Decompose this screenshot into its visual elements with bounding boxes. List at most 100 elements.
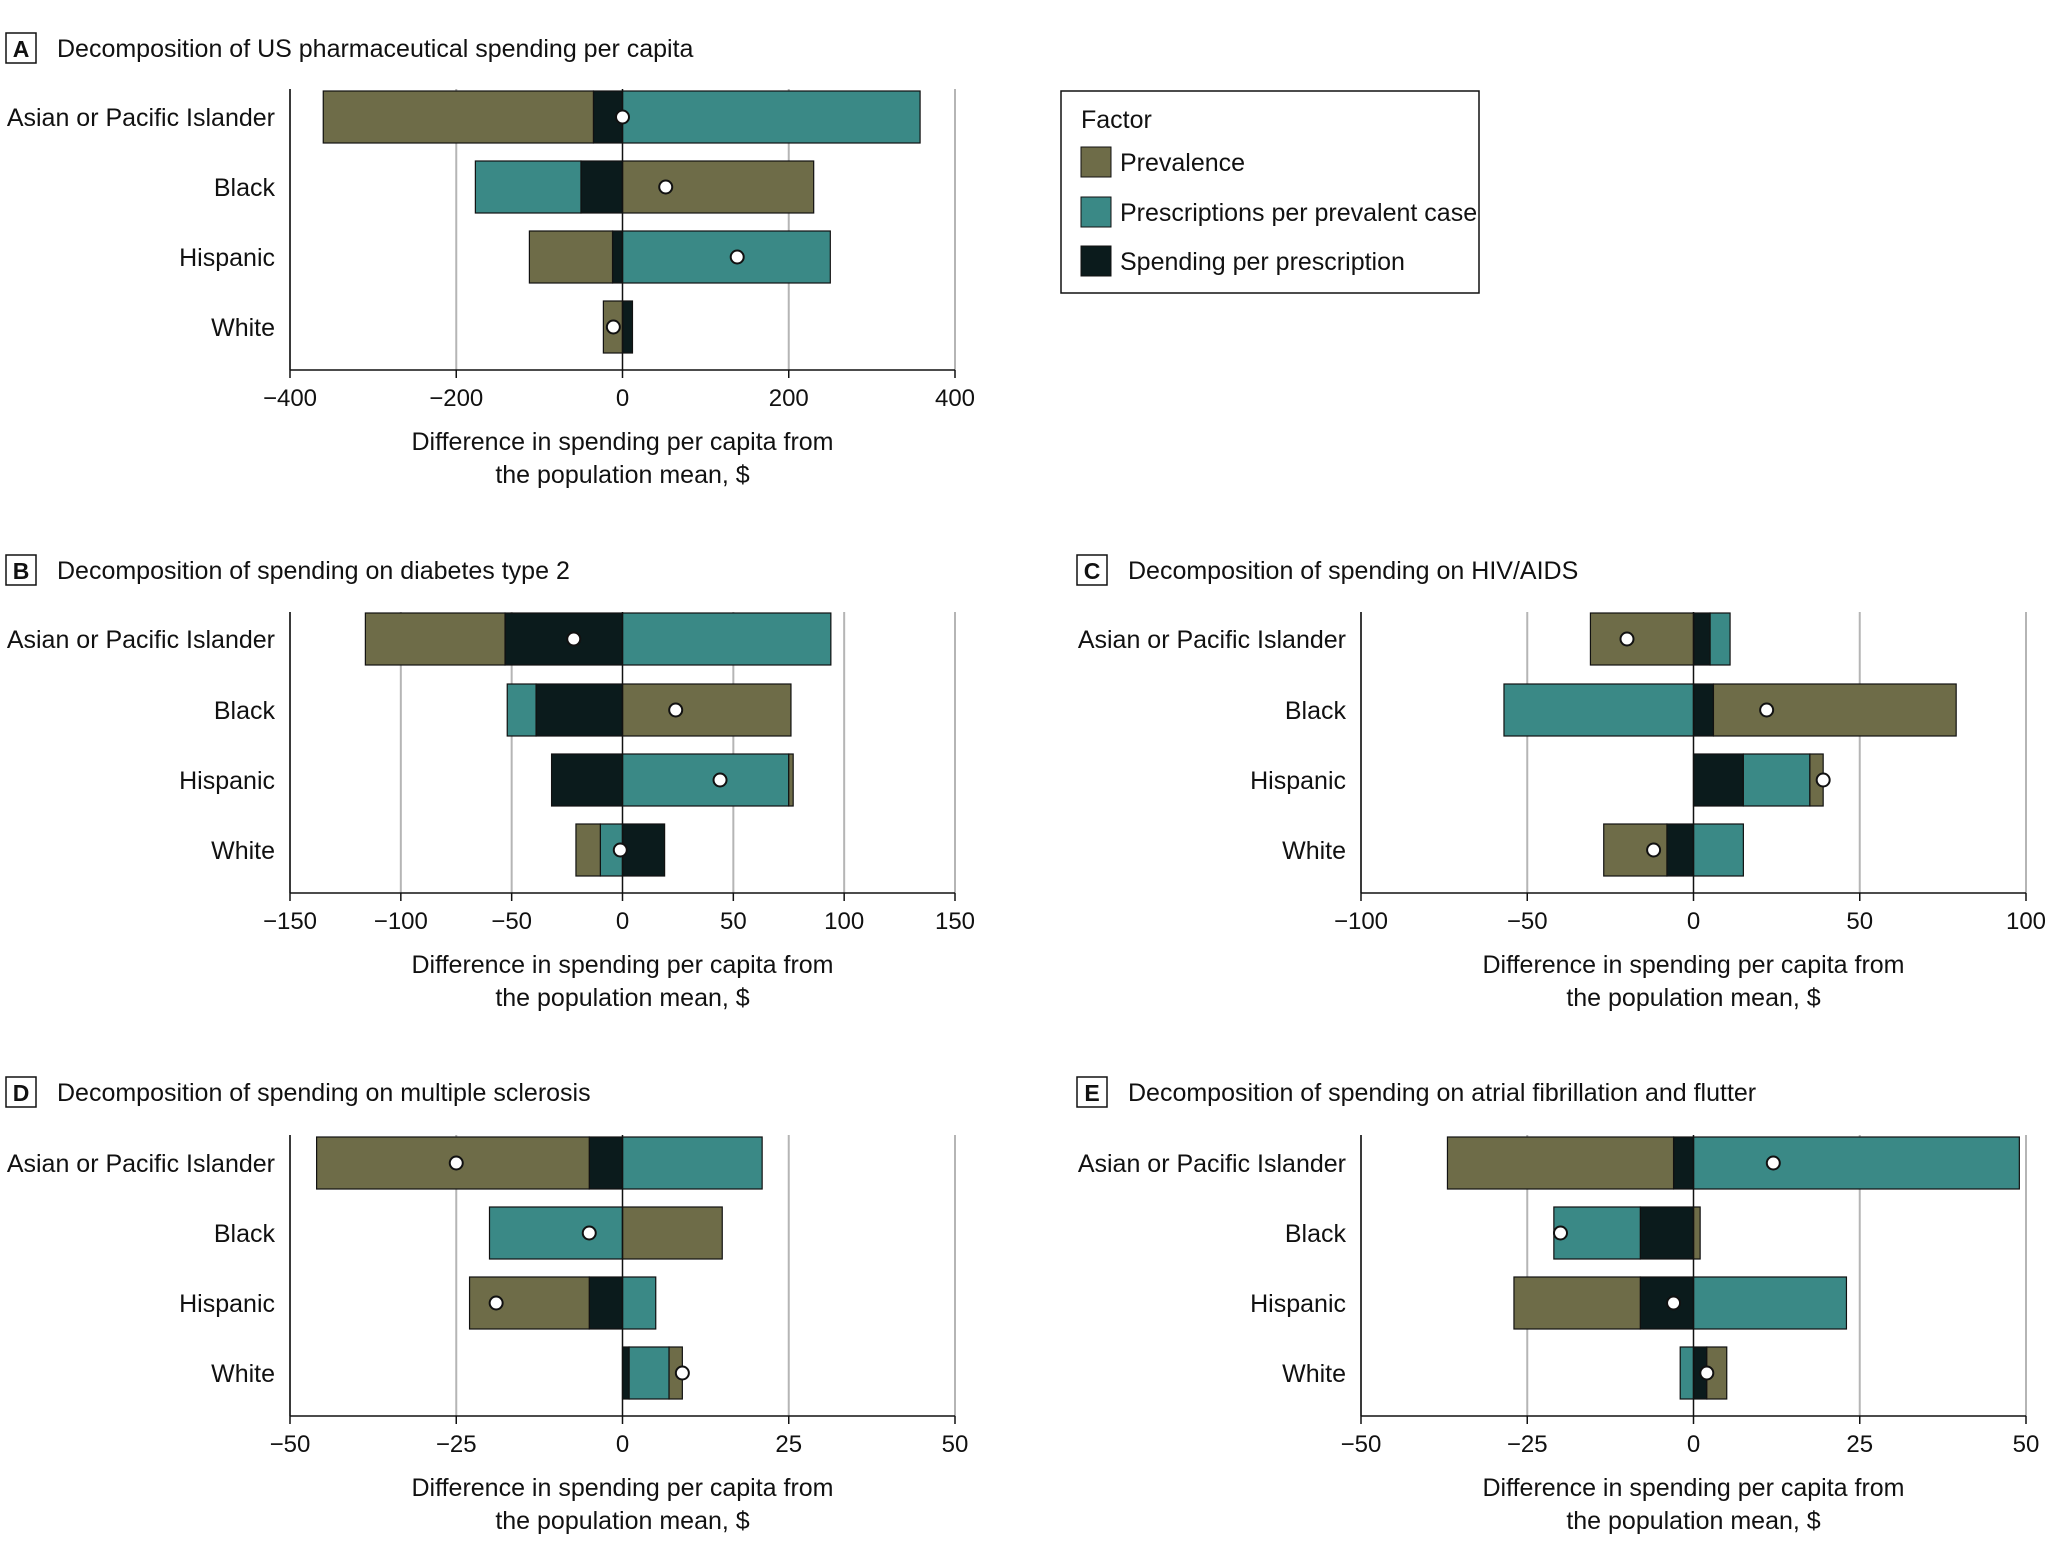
panel-e-bar-asian-or-pacific-islander-spending-per-prescription xyxy=(1672,1136,1695,1190)
panel-e-tick-label-50: 50 xyxy=(2013,1431,2040,1458)
panel-c-category-label-hispanic: Hispanic xyxy=(1250,767,1346,795)
panel-a-net-marker-asian-or-pacific-islander xyxy=(615,109,630,125)
panel-c-xlabel-line1: Difference in spending per capita from xyxy=(1483,951,1905,979)
panel-c-bar-black-prevalence xyxy=(1712,683,1957,737)
panel-e-bar-asian-or-pacific-islander-prevalence xyxy=(1446,1136,1675,1190)
panel-a: A Decomposition of US pharmaceutical spen… xyxy=(5,32,975,489)
panel-a-bar-asian-or-pacific-islander-prescriptions-per-prevalent-case xyxy=(621,90,921,144)
legend-title: Factor xyxy=(1081,106,1152,134)
panel-c: C Decomposition of spending on HIV/AIDS As… xyxy=(1076,554,2046,1012)
panel-a-letter: A xyxy=(13,36,30,62)
panel-e-xlabel-line1: Difference in spending per capita from xyxy=(1483,1474,1905,1502)
panel-c-tick-label-neg50: −50 xyxy=(1507,908,1548,935)
panel-c-bar-asian-or-pacific-islander-prevalence xyxy=(1589,612,1695,666)
legend-swatch-spending xyxy=(1080,245,1112,277)
legend-label-prevalence: Prevalence xyxy=(1120,149,1245,177)
panel-d-bar-asian-or-pacific-islander-prescriptions-per-prevalent-case xyxy=(621,1136,763,1190)
panel-b-bar-black-prevalence xyxy=(621,683,792,737)
panel-b-category-label-black: Black xyxy=(214,697,276,725)
panel-e-bar-black-prevalence xyxy=(1692,1206,1701,1260)
panel-a-bar-black-prescriptions-per-prevalent-case xyxy=(474,160,582,214)
legend-frame xyxy=(1060,90,1480,294)
panel-a-category-label-hispanic: Hispanic xyxy=(179,244,275,272)
panel-c-badge-box xyxy=(1076,554,1108,586)
panel-c-bar-asian-or-pacific-islander-prescriptions-per-prevalent-case xyxy=(1709,612,1731,666)
panel-d-net-marker-white xyxy=(674,1365,690,1381)
panel-d-bar-asian-or-pacific-islander-spending-per-prescription xyxy=(588,1136,624,1190)
panel-b-bar-white-prevalence xyxy=(575,823,601,877)
panel-a-bar-hispanic-spending-per-prescription xyxy=(611,230,624,284)
panel-e-net-marker-white xyxy=(1699,1365,1715,1381)
panel-b-tick-label-50: 50 xyxy=(720,908,747,935)
legend-swatch-prevalence xyxy=(1080,146,1112,178)
panel-c-bar-white-prescriptions-per-prevalent-case xyxy=(1692,823,1744,877)
panel-a-bar-black-prevalence xyxy=(621,160,815,214)
panel-b-bar-asian-or-pacific-islander-prevalence xyxy=(364,612,506,666)
panel-b-net-marker-asian-or-pacific-islander xyxy=(566,631,582,647)
panel-b-bar-hispanic-prescriptions-per-prevalent-case xyxy=(621,753,790,807)
panel-d-bar-hispanic-prescriptions-per-prevalent-case xyxy=(621,1276,657,1330)
panel-d: D Decomposition of spending on multiple s… xyxy=(5,1076,968,1535)
panel-e-tick-label-neg50: −50 xyxy=(1341,1431,1382,1458)
panel-e-bar-black-prescriptions-per-prevalent-case xyxy=(1553,1206,1641,1260)
panel-b-tick-label-150: 150 xyxy=(935,908,975,935)
panel-a-category-label-white: White xyxy=(211,314,275,342)
panel-c-bar-white-spending-per-prescription xyxy=(1666,823,1695,877)
panel-b-bar-hispanic-prevalence xyxy=(788,753,794,807)
panel-a-bar-hispanic-prescriptions-per-prevalent-case xyxy=(621,230,831,284)
legend-item-prescriptions: Prescriptions per prevalent case xyxy=(1080,196,1477,228)
panel-e-tick-label-25: 25 xyxy=(1846,1431,1873,1458)
panel-e-category-label-black: Black xyxy=(1285,1220,1347,1248)
panel-b-bar-asian-or-pacific-islander-spending-per-prescription xyxy=(504,612,624,666)
panel-e-net-marker-black xyxy=(1553,1225,1568,1241)
panel-a-category-label-black: Black xyxy=(214,174,276,202)
panel-a-bar-asian-or-pacific-islander-prevalence xyxy=(322,90,595,144)
panel-e-bar-white-prescriptions-per-prevalent-case xyxy=(1679,1346,1695,1400)
panel-d-tick-label-neg25: −25 xyxy=(436,1431,477,1458)
panel-d-net-marker-black xyxy=(581,1225,597,1241)
panel-d-tick-label-0: 0 xyxy=(616,1431,629,1458)
panel-d-net-marker-hispanic xyxy=(488,1295,504,1311)
panel-d-tick-label-neg50: −50 xyxy=(270,1431,311,1458)
panel-b-xlabel-line2: the population mean, $ xyxy=(495,984,749,1012)
panel-d-letter: D xyxy=(13,1080,30,1106)
panel-c-net-marker-asian-or-pacific-islander xyxy=(1619,631,1635,647)
panel-c-category-label-asian-or-pacific-islander: Asian or Pacific Islander xyxy=(1078,626,1346,654)
panel-a-title: Decomposition of US pharmaceutical spend… xyxy=(57,35,694,63)
panel-e-category-label-hispanic: Hispanic xyxy=(1250,1290,1346,1318)
panel-a-net-marker-white xyxy=(605,319,621,335)
panel-e-title: Decomposition of spending on atrial fibr… xyxy=(1128,1079,1756,1107)
panel-c-letter: C xyxy=(1084,558,1101,584)
panel-d-category-label-black: Black xyxy=(214,1220,276,1248)
legend-label-spending: Spending per prescription xyxy=(1120,248,1405,276)
chart-panels: A Decomposition of US pharmaceutical spen… xyxy=(5,32,2046,1535)
legend-swatch-prescriptions xyxy=(1080,196,1112,228)
panel-b-category-label-white: White xyxy=(211,837,275,865)
panel-b-bar-asian-or-pacific-islander-prescriptions-per-prevalent-case xyxy=(621,612,832,666)
panel-a-bar-black-spending-per-prescription xyxy=(580,160,624,214)
panel-d-bar-hispanic-spending-per-prescription xyxy=(588,1276,624,1330)
panel-c-tick-label-50: 50 xyxy=(1846,908,1873,935)
panel-d-tick-label-25: 25 xyxy=(775,1431,802,1458)
panel-b-net-marker-black xyxy=(668,702,684,718)
panel-a-bar-hispanic-prevalence xyxy=(528,230,614,284)
panel-c-xlabel-line2: the population mean, $ xyxy=(1566,984,1820,1012)
panel-b-category-label-asian-or-pacific-islander: Asian or Pacific Islander xyxy=(7,626,275,654)
legend-label-prescriptions: Prescriptions per prevalent case xyxy=(1120,199,1477,227)
panel-b-bar-white-spending-per-prescription xyxy=(621,823,666,877)
panel-d-xlabel-line1: Difference in spending per capita from xyxy=(412,1474,834,1502)
panel-b-badge-box xyxy=(5,554,37,586)
panel-e-net-marker-asian-or-pacific-islander xyxy=(1765,1155,1781,1171)
panel-b-xlabel-line1: Difference in spending per capita from xyxy=(412,951,834,979)
panel-c-bar-asian-or-pacific-islander-spending-per-prescription xyxy=(1692,612,1711,666)
panel-b-category-label-hispanic: Hispanic xyxy=(179,767,275,795)
panel-b-title: Decomposition of spending on diabetes ty… xyxy=(57,557,570,585)
panel-d-bar-black-prevalence xyxy=(621,1206,723,1260)
panel-c-bar-hispanic-spending-per-prescription xyxy=(1692,753,1744,807)
panel-c-bar-hispanic-prescriptions-per-prevalent-case xyxy=(1742,753,1811,807)
legend: Factor Prevalence Prescriptions per prev… xyxy=(1060,90,1480,294)
panel-c-net-marker-hispanic xyxy=(1815,772,1831,788)
panel-d-net-marker-asian-or-pacific-islander xyxy=(448,1155,464,1171)
panel-c-net-marker-black xyxy=(1759,702,1775,718)
